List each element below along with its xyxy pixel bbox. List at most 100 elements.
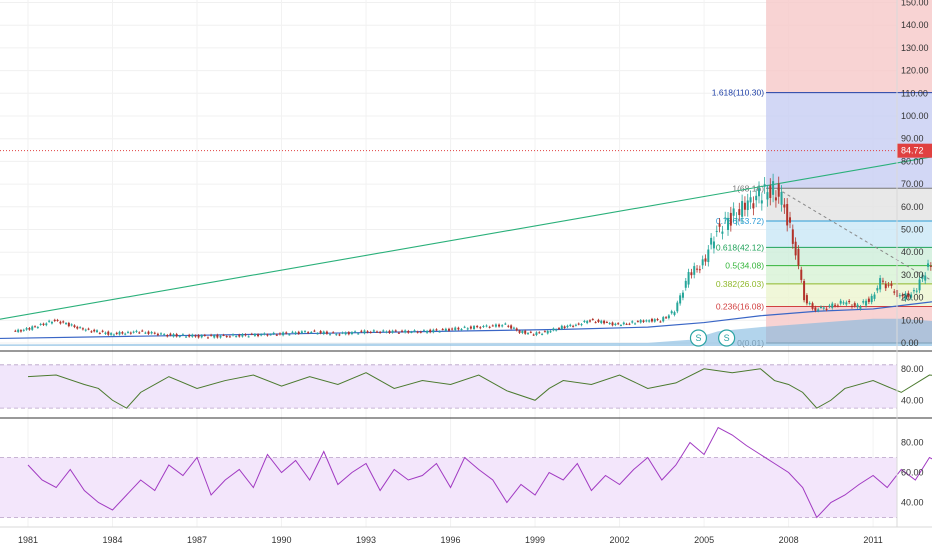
candle-body [527,333,530,335]
candle-body [811,303,814,309]
oscillator-2-axis[interactable]: 80.00 60.00 40.00 [901,438,924,508]
candle-body [269,334,272,336]
candle-body [876,288,879,291]
candle-body [232,334,235,336]
candle-body [135,330,138,332]
oscillator-2-panel[interactable]: 80.00 60.00 40.00 [0,426,932,519]
candle-body [366,331,369,333]
candle-body [62,321,65,323]
candle-body [375,331,378,333]
candle-body [181,334,184,336]
candle-body [216,334,219,338]
candle-body [244,334,247,336]
event-marker-label: S [695,333,701,343]
fib-level-label: 0.382(26.03) [716,279,764,289]
candle-body [752,203,755,209]
price-panel[interactable]: 1.618(110.30)1(68.16)0.786(53.72)0.618(4… [0,0,932,527]
candle-body [648,320,651,322]
event-marker[interactable] [689,329,708,347]
candle-body [507,325,510,327]
candle-body [777,183,780,197]
candle-body [115,332,118,335]
candle-body [28,328,31,330]
candle-body [372,330,375,332]
candle-body [341,332,344,334]
candle-body [419,331,422,333]
candle-body [800,269,803,280]
candle-body [856,304,859,308]
candle-body [687,272,690,285]
oscillator-line-path [27,368,932,409]
candle-body [572,325,575,327]
fib-diagonal [777,188,932,282]
candle-body [263,333,266,335]
candle-body [591,319,594,321]
candle-body [127,331,130,333]
price-axis[interactable]: 150.00 140.00 130.00 120.00 110.00 100.00 90.0… [901,0,929,348]
candle-body [363,330,366,334]
candle-body [890,283,893,286]
candle-body [65,323,68,325]
candle-body [524,330,527,334]
candle-body [257,334,260,337]
candle-body [501,325,504,327]
candle-body [344,332,347,335]
oscillator-1-panel[interactable]: 80.00 40.00 [0,364,932,409]
candle-body [124,333,127,335]
candle-body [325,331,328,334]
candle-body [839,300,842,304]
trendlines[interactable] [0,0,932,320]
candle-body [294,332,297,334]
candle-body [121,332,124,334]
candle-body [617,323,620,325]
candle-body [729,212,732,226]
candle-body [834,304,837,306]
price-tick-label: 0.00 [901,338,919,348]
candle-body [385,331,388,333]
candle-body [454,327,457,331]
candle-body [743,202,746,210]
candle-body [879,278,882,290]
candle-body [690,272,693,276]
candle-body [611,322,614,326]
candle-body [766,192,769,200]
candle-body [194,335,197,337]
candle-body [529,331,532,333]
event-marker[interactable] [718,329,736,347]
candle-body [457,327,460,330]
candle-body [163,334,166,336]
candle-body [153,332,156,334]
candle-body [574,324,577,326]
candle-body [583,320,586,322]
time-axis[interactable]: 1981 1984 1987 1990 1993 1996 1999 2002 2005 2008… [18,535,932,545]
price-tick-label: 60.00 [901,202,924,212]
last-price-badge [897,143,932,158]
candle-body [203,334,206,336]
candle-body [504,323,507,325]
candle-body [704,258,707,262]
moving-average-line [0,301,932,340]
candle-body [639,320,642,323]
candle-body [169,333,172,336]
time-tick-label: 1984 [102,535,122,545]
candle-body [912,290,915,292]
candle-body [379,331,382,333]
oscillator-1-axis[interactable]: 80.00 40.00 [901,364,924,406]
time-tick-label: 2002 [610,535,630,545]
candle-body [817,309,820,311]
candle-body [118,331,121,335]
candle-body [865,300,868,306]
candle-body [921,275,924,279]
candle-body [494,324,497,327]
fib-level-label: 0.236(16.08) [716,301,764,311]
candle-body [112,334,115,336]
candle-body [104,332,107,334]
price-tick-label: 90.00 [901,134,924,144]
candle-body [794,241,797,256]
candle-body [676,302,679,312]
candle-body [929,265,932,268]
candle-body [645,320,648,322]
candle-body [416,331,419,333]
